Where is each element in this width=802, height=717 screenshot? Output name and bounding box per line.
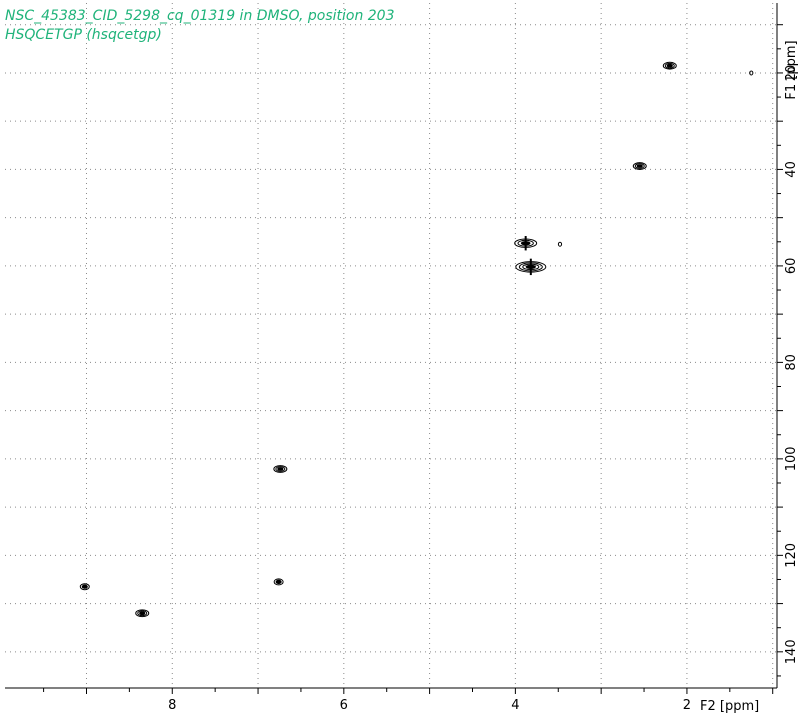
spectrum-title: NSC_45383_CID_5298_cq_01319 in DMSO, pos… [5, 8, 395, 24]
f1-tick-label: 60 [784, 258, 799, 275]
f2-tick-label: 6 [340, 698, 348, 713]
peak-contour [273, 578, 284, 586]
f1-tick-label: 40 [784, 161, 799, 178]
peak-contour [557, 241, 563, 247]
hsqc-peak [662, 61, 677, 70]
peak-contour [79, 583, 90, 591]
hsqc-peak [632, 162, 647, 170]
f1-tick-label: 120 [784, 543, 799, 568]
f1-tick-label: 140 [784, 639, 799, 664]
peak-contour [139, 611, 146, 616]
peak-contour [137, 610, 148, 617]
f1-tick-label: 20 [784, 65, 799, 82]
peak-contour [749, 70, 754, 76]
peak-contour [273, 465, 288, 473]
f1-tick-label: 100 [784, 446, 799, 471]
peak-contour [634, 163, 645, 169]
f1-axis-label: F1 [ppm] [784, 40, 799, 99]
peak-contour [664, 62, 675, 69]
f2-axis-label: F2 [ppm] [700, 699, 759, 714]
hsqc-peak [273, 465, 288, 473]
peak-contours [79, 61, 754, 618]
grid-lines [5, 3, 777, 688]
f2-tick-label: 8 [168, 698, 176, 713]
hsqc-peak [515, 258, 547, 276]
f2-tick-label: 4 [511, 698, 519, 713]
peak-contour [666, 63, 673, 68]
hsqc-peak [79, 583, 90, 591]
experiment-subtitle: HSQCETGP (hsqcetgp) [5, 27, 162, 43]
f1-tick-label: 80 [784, 354, 799, 371]
axes [5, 3, 783, 694]
hsqc-peak [557, 241, 563, 247]
tick-labels: 8 6 4 2 20 40 60 80 100 120 140 [168, 65, 799, 713]
peak-contour [135, 609, 150, 618]
peak-contour [81, 584, 88, 589]
peak-contour [275, 579, 282, 585]
hsqc-peak [749, 70, 754, 76]
peak-contour [277, 467, 284, 471]
peak-contour [662, 61, 677, 70]
hsqc-peak [273, 578, 284, 586]
peak-contour [636, 164, 643, 168]
hsqc-peak [514, 236, 538, 251]
hsqc-peak [135, 609, 150, 618]
peak-contour [632, 162, 647, 170]
peak-contour [275, 466, 286, 472]
f2-tick-label: 2 [683, 698, 691, 713]
